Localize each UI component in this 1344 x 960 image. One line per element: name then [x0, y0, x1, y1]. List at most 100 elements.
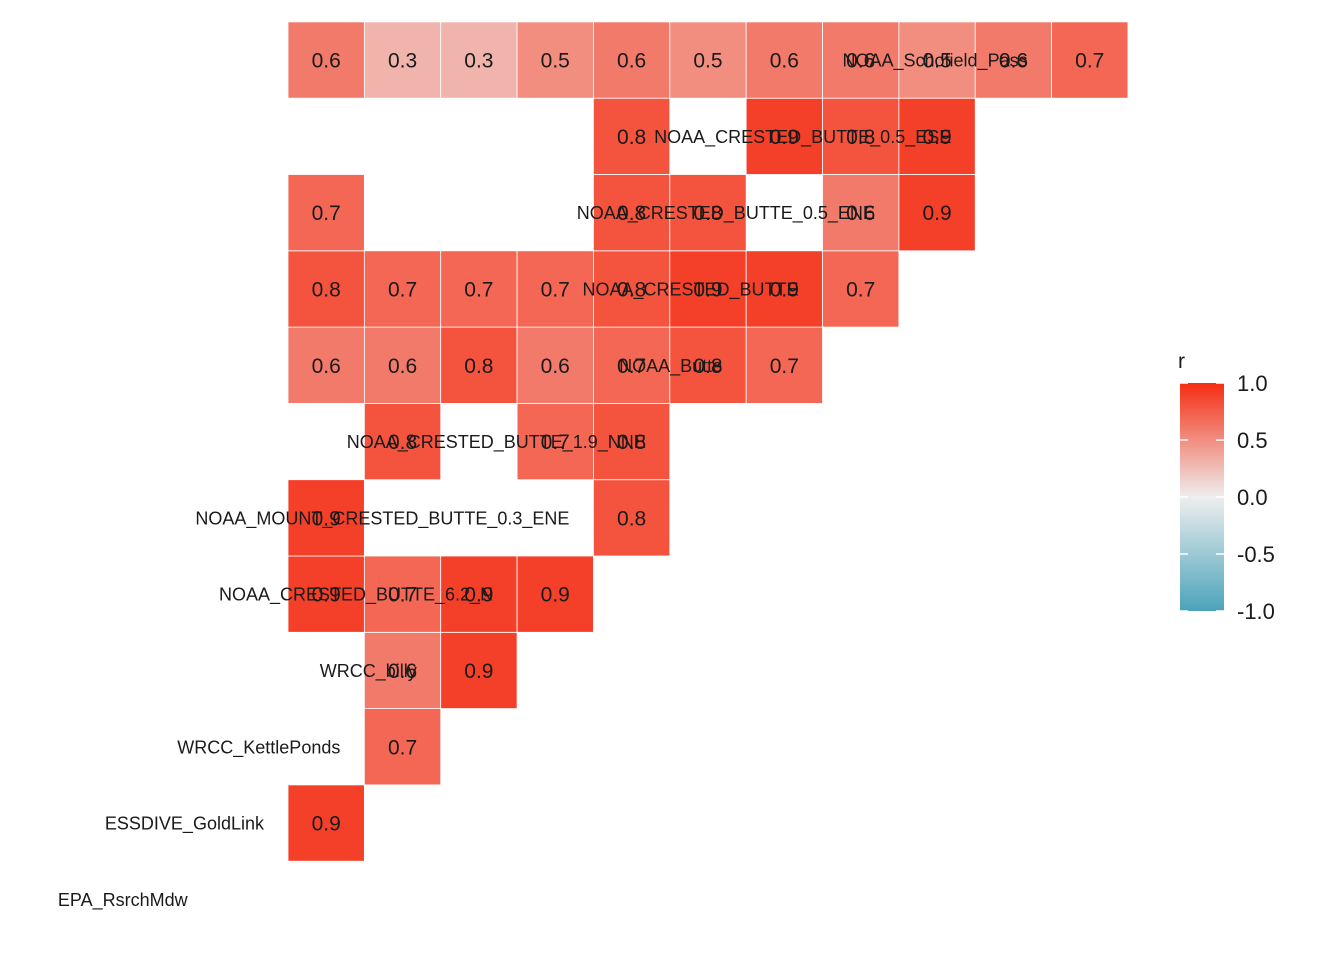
heatmap-cell [669, 326, 747, 404]
cell-value-label: 0.8 [617, 278, 646, 301]
heatmap-cell [440, 326, 518, 404]
row-label: NOAA_Schofield_Pass [842, 51, 1027, 72]
row-label: NOAA_CRESTED_BUTTE_0.5_ENE [577, 203, 875, 224]
row-label: NOAA_CRESTED_BUTTE_0.5_ESE [654, 127, 951, 148]
cell-value-label: 0.6 [846, 50, 875, 73]
cell-value-label: 0.5 [541, 50, 570, 73]
legend-tick-label: -1.0 [1237, 599, 1275, 624]
cell-value-label: 0.6 [312, 50, 341, 73]
heatmap-cell [516, 326, 594, 404]
heatmap-cell [363, 21, 442, 99]
cell-value-label: 0.8 [617, 202, 646, 225]
cell-value-label: 0.8 [617, 431, 646, 454]
cell-value-label: 0.6 [846, 202, 875, 225]
cell-value-label: 0.7 [617, 355, 646, 378]
heatmap-cell [287, 555, 365, 633]
cell-value-label: 0.5 [693, 50, 722, 73]
heatmap-cell [363, 631, 442, 709]
heatmap-cell [745, 97, 823, 175]
cell-value-label: 0.8 [693, 202, 722, 225]
cell-value-label: 0.5 [922, 50, 951, 73]
cell-value-label: 0.6 [999, 50, 1028, 73]
heatmap-cell [440, 555, 518, 633]
heatmap-cell [669, 21, 747, 99]
heatmap-cell [440, 250, 518, 328]
cell-value-label: 0.8 [693, 355, 722, 378]
cell-value-label: 0.9 [464, 660, 493, 683]
cell-value-label: 0.8 [617, 507, 646, 530]
cell-value-label: 0.9 [312, 584, 341, 607]
color-legend: r 1.0 0.5 0.0 -0.5 -1.0 [1178, 350, 1275, 624]
cell-value-label: 0.7 [388, 736, 417, 759]
heatmap-cell [593, 21, 671, 99]
cell-value-label: 0.6 [388, 660, 417, 683]
heatmap-cell [287, 21, 365, 99]
heatmap-cell [745, 326, 823, 404]
heatmap-cell [593, 326, 671, 404]
row-label: WRCC_KettlePonds [177, 737, 340, 758]
legend-tick-label: 1.0 [1237, 371, 1268, 396]
row-label: NOAA_CRESTED_BUTTE [582, 279, 798, 300]
cell-value-label: 0.9 [770, 126, 799, 149]
heatmap-cell [1051, 21, 1129, 99]
legend-tick-label: -0.5 [1237, 542, 1275, 567]
heatmap-cell [516, 21, 594, 99]
cell-value-label: 0.6 [770, 50, 799, 73]
cell-value-label: 0.7 [541, 431, 570, 454]
cell-value-label: 0.3 [388, 50, 417, 73]
heatmap-cell [974, 21, 1052, 99]
cell-value-label: 0.7 [388, 278, 417, 301]
cell-value-label: 0.7 [770, 355, 799, 378]
heatmap-cell [516, 250, 594, 328]
heatmap-cell [287, 479, 365, 557]
heatmap-cell [287, 174, 365, 252]
heatmap-cells: 0.9 0.7 0.6 0.9 0.9 0.7 0.9 0.9 0.9 0.8 0.8 0.7 0.8 0… [287, 21, 1129, 862]
legend-title: r [1178, 350, 1185, 373]
heatmap-cell [669, 250, 747, 328]
heatmap-cell [363, 250, 442, 328]
heatmap-cell [898, 97, 976, 175]
row-label: WRCC_billy [320, 661, 417, 682]
cell-value-label: 0.7 [541, 278, 570, 301]
heatmap-cell [745, 250, 823, 328]
heatmap-cell [287, 784, 365, 862]
cell-value-label: 0.8 [846, 126, 875, 149]
heatmap-cell [363, 402, 442, 481]
cell-value-label: 0.9 [922, 126, 951, 149]
heatmap-cell [363, 708, 442, 786]
cell-value-label: 0.8 [312, 278, 341, 301]
heatmap-cell [287, 326, 365, 404]
cell-value-label: 0.9 [312, 813, 341, 836]
cell-value-label: 0.6 [312, 355, 341, 378]
cell-value-label: 0.7 [846, 278, 875, 301]
cell-value-label: 0.6 [388, 355, 417, 378]
cell-value-label: 0.9 [312, 507, 341, 530]
heatmap-cell [593, 479, 671, 557]
cell-value-label: 0.7 [388, 584, 417, 607]
row-label: EPA_RsrchMdw [58, 890, 189, 911]
row-label: NOAA_CRESTED_BUTTE_6.2_N [219, 585, 493, 606]
heatmap-cell [593, 97, 671, 175]
cell-value-label: 0.8 [464, 355, 493, 378]
heatmap-cell [593, 402, 671, 481]
cell-value-label: 0.7 [464, 278, 493, 301]
row-label: NOAA_CRESTED_BUTTE_1.9_NNE [347, 432, 646, 453]
cell-value-label: 0.9 [922, 202, 951, 225]
legend-ticks: 1.0 0.5 0.0 -0.5 -1.0 [1180, 371, 1275, 624]
cell-value-label: 0.9 [770, 278, 799, 301]
heatmap-cell [440, 21, 518, 99]
cell-value-label: 0.9 [541, 584, 570, 607]
cell-value-label: 0.8 [388, 431, 417, 454]
row-label: ESSDIVE_GoldLink [105, 814, 265, 835]
cell-value-label: 0.3 [464, 50, 493, 73]
heatmap-cell [516, 402, 594, 481]
heatmap-cell [822, 250, 900, 328]
row-label: NOAA_MOUNT_CRESTED_BUTTE_0.3_ENE [195, 508, 569, 529]
cell-value-label: 0.7 [312, 202, 341, 225]
legend-tick-label: 0.0 [1237, 485, 1268, 510]
cell-value-label: 0.9 [464, 584, 493, 607]
heatmap-cell [516, 555, 594, 633]
heatmap-cell [745, 21, 823, 99]
heatmap-cell [669, 174, 747, 252]
